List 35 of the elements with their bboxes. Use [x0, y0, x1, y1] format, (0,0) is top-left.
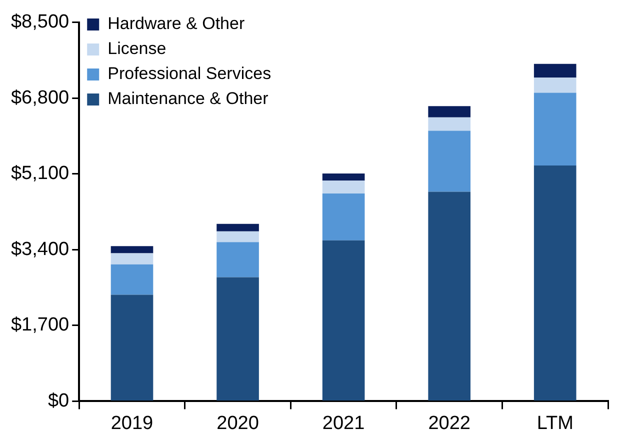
- bar: [534, 165, 576, 400]
- y-tick-label: $1,700: [10, 314, 70, 336]
- bar: [110, 253, 154, 264]
- bar: [428, 192, 470, 400]
- x-tick-label: 2020: [216, 412, 259, 434]
- bar: [216, 277, 259, 400]
- bar: [428, 117, 470, 131]
- y-tick-label: $8,500: [10, 12, 70, 33]
- bar: [322, 180, 365, 194]
- x-tick-label: 2022: [428, 412, 470, 434]
- bar: [534, 78, 576, 93]
- bar: [428, 130, 470, 192]
- bar: [216, 242, 259, 278]
- bar: [110, 264, 154, 295]
- legend-label: Maintenance & Other: [108, 89, 269, 108]
- y-tick-label: $5,100: [10, 163, 70, 184]
- x-tick-label: 2019: [110, 412, 154, 434]
- x-tick-label: LTM: [536, 412, 574, 434]
- bar: [322, 173, 365, 181]
- bar: [322, 194, 365, 240]
- bar: [110, 294, 154, 400]
- legend-label: Professional Services: [108, 64, 272, 84]
- bar: [428, 106, 470, 118]
- bar: [534, 64, 576, 78]
- y-tick-label: $3,400: [10, 238, 70, 260]
- bar: [110, 246, 154, 254]
- bar: [216, 231, 259, 242]
- x-tick-label: 2021: [322, 412, 365, 434]
- bar: [322, 240, 365, 400]
- legend-label: License: [108, 39, 166, 58]
- y-tick-label: $0: [48, 390, 70, 412]
- legend-label: Hardware & Other: [108, 14, 245, 34]
- y-tick-label: $6,800: [10, 87, 70, 108]
- bar: [216, 224, 259, 232]
- bar: [534, 92, 576, 166]
